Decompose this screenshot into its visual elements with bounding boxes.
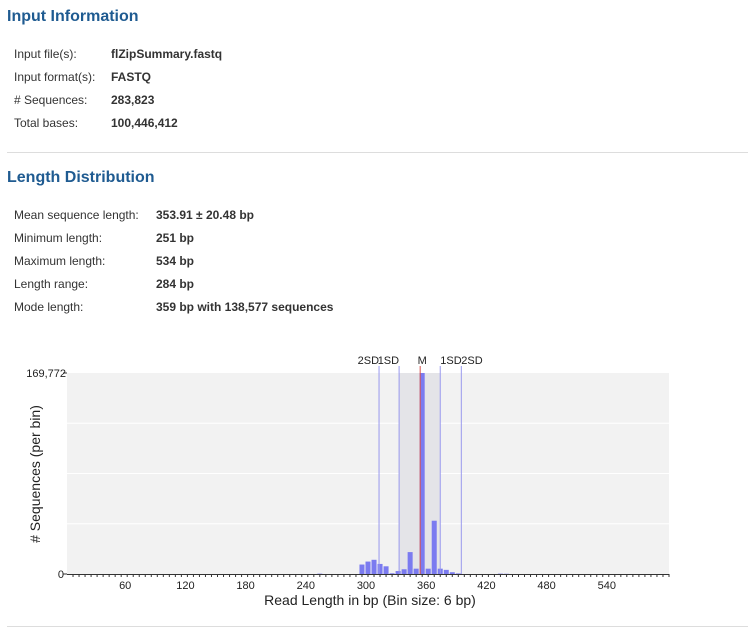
bar bbox=[431, 520, 437, 574]
bar bbox=[383, 566, 389, 574]
stat-value: 284 bp bbox=[156, 276, 195, 291]
x-axis-label: Read Length in bp (Bin size: 6 bp) bbox=[264, 592, 476, 608]
info-row-input-format: Input format(s): FASTQ bbox=[14, 65, 222, 88]
stat-label: Mean sequence length: bbox=[14, 207, 139, 222]
x-tick-label: 480 bbox=[537, 580, 555, 592]
stat-value: 353.91 ± 20.48 bp bbox=[156, 207, 254, 222]
stat-row-range: Length range: 284 bp bbox=[14, 272, 333, 295]
x-tick-label: 180 bbox=[236, 580, 254, 592]
sd-marker-label: 1SD bbox=[440, 355, 461, 367]
x-tick-label: 540 bbox=[598, 580, 616, 592]
bar bbox=[413, 568, 419, 574]
length-dist-table: Mean sequence length: 353.91 ± 20.48 bp … bbox=[14, 203, 333, 318]
sd-marker-label: 2SD bbox=[358, 355, 379, 367]
info-row-sequences: # Sequences: 283,823 bbox=[14, 88, 222, 111]
bar bbox=[443, 569, 449, 574]
length-dist-title: Length Distribution bbox=[7, 169, 155, 186]
info-label: # Sequences: bbox=[14, 92, 88, 107]
info-label: Total bases: bbox=[14, 115, 79, 130]
y-tick-label-zero: 0 bbox=[58, 569, 64, 581]
mean-marker-label: M bbox=[418, 355, 427, 367]
bar bbox=[365, 561, 371, 574]
x-tick-label: 120 bbox=[176, 580, 194, 592]
bar bbox=[407, 552, 413, 574]
stat-label: Maximum length: bbox=[14, 253, 106, 268]
stat-value: 534 bp bbox=[156, 253, 195, 268]
x-tick-label: 240 bbox=[297, 580, 315, 592]
section-divider bbox=[7, 626, 748, 627]
bar bbox=[401, 569, 407, 574]
section-divider bbox=[7, 152, 748, 153]
x-tick-label: 60 bbox=[119, 580, 131, 592]
sd-marker-label: 1SD bbox=[378, 355, 399, 367]
stat-row-max: Maximum length: 534 bp bbox=[14, 249, 333, 272]
info-value: 283,823 bbox=[111, 92, 155, 107]
stat-label: Length range: bbox=[14, 276, 89, 291]
bar bbox=[395, 571, 401, 574]
stat-value: 359 bp with 138,577 sequences bbox=[156, 299, 334, 314]
bar bbox=[359, 564, 365, 574]
bar bbox=[389, 573, 395, 574]
info-row-total-bases: Total bases: 100,446,412 bbox=[14, 111, 222, 134]
input-info-table: Input file(s): flZipSummary.fastq Input … bbox=[14, 42, 222, 134]
y-axis-label: # Sequences (per bin) bbox=[27, 405, 43, 543]
bar bbox=[377, 563, 383, 574]
x-tick-label: 300 bbox=[357, 580, 375, 592]
bar bbox=[455, 573, 461, 574]
x-tick-label: 420 bbox=[477, 580, 495, 592]
stat-value: 251 bp bbox=[156, 230, 195, 245]
stat-row-min: Minimum length: 251 bp bbox=[14, 226, 333, 249]
bar bbox=[371, 559, 377, 574]
stat-row-mean: Mean sequence length: 353.91 ± 20.48 bp bbox=[14, 203, 333, 226]
sd-lines bbox=[378, 366, 462, 574]
stat-label: Mode length: bbox=[14, 299, 84, 314]
grid bbox=[67, 422, 669, 525]
bar bbox=[425, 568, 431, 574]
info-label: Input file(s): bbox=[14, 46, 77, 61]
y-tick-label-max: 169,772 bbox=[26, 368, 66, 380]
input-info-title: Input Information bbox=[7, 8, 139, 25]
stat-label: Minimum length: bbox=[14, 230, 103, 245]
bar bbox=[419, 373, 425, 574]
info-label: Input format(s): bbox=[14, 69, 96, 84]
x-ticks: 60 120 180 240 300 360 420 480 540 bbox=[72, 574, 670, 592]
info-value: 100,446,412 bbox=[111, 115, 178, 130]
info-value: flZipSummary.fastq bbox=[111, 46, 223, 61]
stat-row-mode: Mode length: 359 bp with 138,577 sequenc… bbox=[14, 295, 333, 318]
info-row-input-file: Input file(s): flZipSummary.fastq bbox=[14, 42, 222, 65]
bar bbox=[449, 572, 455, 574]
x-tick-label: 360 bbox=[417, 580, 435, 592]
info-value: FASTQ bbox=[111, 69, 152, 84]
sd-marker-label: 2SD bbox=[461, 355, 482, 367]
